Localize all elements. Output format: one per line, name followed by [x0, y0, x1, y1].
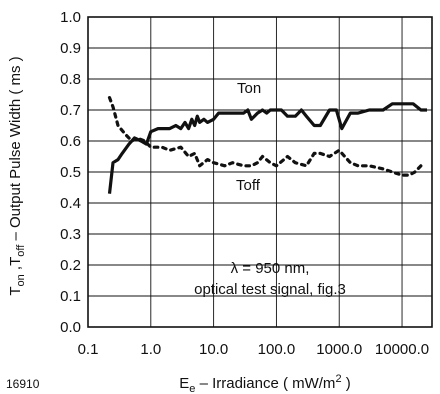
figure-number: 16910	[6, 377, 40, 391]
x-axis-label: Ee – Irradiance ( mW/m2 )	[179, 373, 350, 394]
y-tick-label: 0.4	[60, 195, 81, 212]
x-tick-label: 100.0	[258, 341, 296, 358]
y-axis-label-sub-off: off	[15, 244, 27, 257]
series-group	[107, 96, 427, 194]
y-axis-label-rest: – Output Pulse Width ( ms )	[7, 56, 24, 244]
x-tick-label: 1.0	[140, 341, 161, 358]
y-tick-label: 0.0	[60, 319, 81, 336]
plot-frame	[87, 16, 433, 328]
x-tick-label: 0.1	[78, 341, 99, 358]
x-axis-label-rest: – Irradiance ( mW/m	[195, 375, 335, 392]
x-tick-label: 1000.0	[316, 341, 362, 358]
y-tick-label: 0.9	[60, 40, 81, 57]
x-axis-label-end: )	[342, 375, 351, 392]
y-tick-labels: 0.0 0.1 0.2 0.3 0.4 0.5 0.6 0.7 0.8 0.9 1.0	[60, 9, 81, 336]
x-tick-label: 10.0	[199, 341, 228, 358]
y-tick-label: 1.0	[60, 9, 81, 26]
y-axis-label-sub-on: on	[15, 274, 27, 286]
annotation-line-1: λ = 950 nm,	[231, 260, 310, 277]
y-tick-label: 0.1	[60, 288, 81, 305]
x-tick-labels: 0.1 1.0 10.0 100.0 1000.0 10000.0	[78, 341, 430, 358]
y-tick-label: 0.2	[60, 257, 81, 274]
annotation-line-2: optical test signal, fig.3	[194, 281, 346, 298]
x-axis-label-sub: e	[189, 383, 195, 394]
x-tick-label: 10000.0	[375, 341, 429, 358]
series-line-toff	[107, 96, 423, 177]
series-line-ton	[107, 102, 427, 194]
y-axis-label: Ton ,Toff – Output Pulse Width ( ms )	[7, 56, 27, 295]
y-axis-label-t-on: T	[7, 287, 24, 296]
y-tick-label: 0.3	[60, 226, 81, 243]
series-label-toff: Toff	[236, 177, 261, 194]
y-tick-label: 0.8	[60, 71, 81, 88]
series-label-ton: Ton	[237, 80, 261, 97]
y-tick-label: 0.6	[60, 133, 81, 150]
y-axis-label-t-off: ,T	[7, 257, 24, 275]
y-tick-label: 0.5	[60, 164, 81, 181]
x-axis-label-sup: 2	[335, 373, 341, 385]
y-tick-label: 0.7	[60, 102, 81, 119]
x-axis-label-main: E	[179, 375, 189, 392]
